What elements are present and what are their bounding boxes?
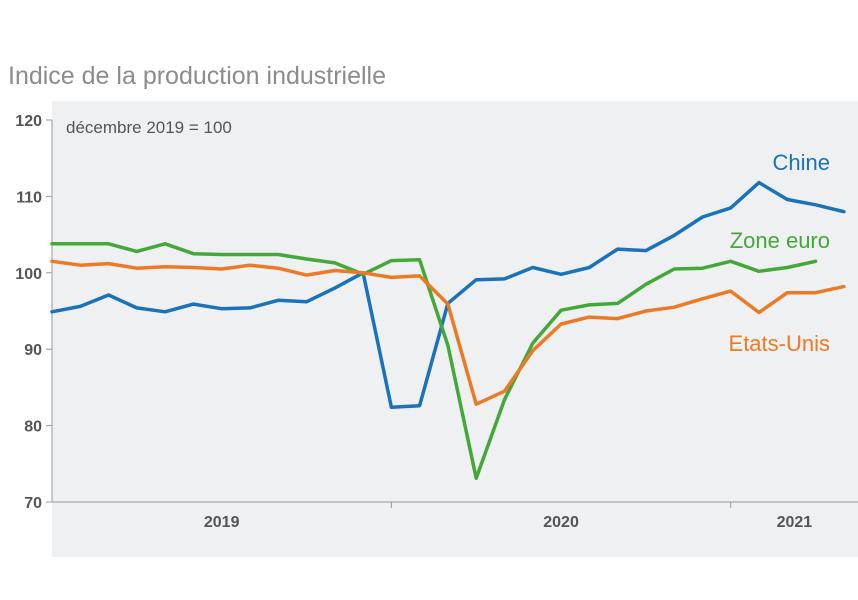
y-tick-label: 120 <box>15 113 42 130</box>
y-tick-label: 80 <box>24 419 42 436</box>
x-tick-label: 2021 <box>777 514 813 531</box>
x-tick-label: 2020 <box>543 514 579 531</box>
y-tick-label: 90 <box>24 342 42 359</box>
y-tick-label: 100 <box>15 266 42 283</box>
chart-title: Indice de la production industrielle <box>8 62 386 90</box>
series-line-etats-unis <box>50 259 846 406</box>
x-tick-label: 2019 <box>204 514 240 531</box>
y-tick-label: 110 <box>16 189 42 206</box>
y-tick-label: 70 <box>24 495 42 512</box>
series-line-zone-euro <box>50 242 818 481</box>
chart-subtitle: décembre 2019 = 100 <box>66 118 232 137</box>
legend-label-etats-unis: Etats-Unis <box>729 331 830 356</box>
legend-label-chine: Chine <box>773 150 830 175</box>
legend-label-zone-euro: Zone euro <box>730 228 830 253</box>
